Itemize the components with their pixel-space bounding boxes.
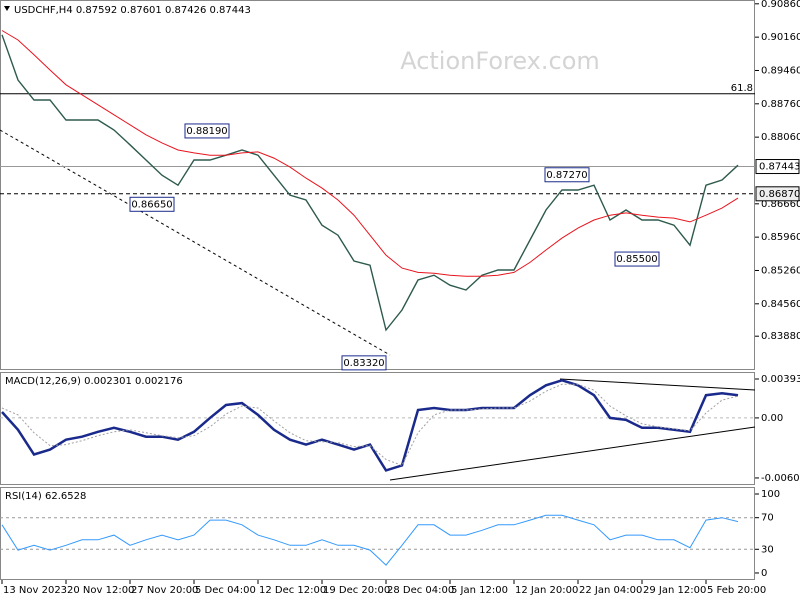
annotation-box — [544, 167, 590, 183]
y-tick-label: 100 — [761, 489, 780, 500]
annotation-box — [614, 251, 660, 267]
series-line — [1, 514, 739, 566]
reading: 0.002176 — [135, 376, 183, 387]
x-tick-label: 20 Nov 12:00 — [67, 585, 134, 596]
series-line — [1, 30, 739, 277]
trend-line — [0, 129, 391, 356]
y-tick-label: 0.90860 — [761, 0, 800, 10]
indicator-name: RSI(14) — [5, 491, 42, 502]
macd-trend-line — [559, 378, 756, 391]
annotation-label: 0.83320 — [343, 358, 384, 369]
x-tick-label: 22 Jan 04:00 — [579, 585, 642, 596]
x-tick-label: 12 Dec 12:00 — [259, 585, 326, 596]
annotation-label: 0.86650 — [131, 199, 172, 210]
macd-trend-line — [389, 426, 756, 481]
y-tick-label: 30 — [761, 544, 774, 555]
annotation-box — [184, 123, 230, 139]
macd-panel — [0, 372, 755, 485]
y-tick-label: 0.00 — [761, 413, 783, 424]
price-tag — [755, 186, 800, 202]
x-tick-label: 29 Jan 12:00 — [643, 585, 706, 596]
y-tick-label: 0.89460 — [761, 65, 800, 76]
y-tick-label: 0.84560 — [761, 299, 800, 310]
price-tag — [755, 159, 800, 175]
x-tick-label: 13 Nov 2023 — [3, 585, 67, 596]
x-tick-label: 5 Jan 12:00 — [451, 585, 508, 596]
ohlc-value: 0.87426 — [165, 5, 206, 16]
annotation-label: 0.85500 — [616, 254, 657, 265]
indicator-name: MACD(12,26,9) — [5, 376, 81, 387]
y-tick-label: 0.90160 — [761, 32, 800, 43]
fib-label: 61.8 — [731, 83, 753, 94]
annotation-box — [341, 355, 387, 371]
chart-title: USDCHF,H4 0.87592 0.87601 0.87426 0.8744… — [14, 5, 251, 16]
y-tick-label: 0 — [761, 568, 767, 579]
annotation-label: 0.87270 — [546, 170, 587, 181]
ohlc-value: 0.87601 — [120, 5, 161, 16]
y-tick-label: 0.003933 — [761, 374, 800, 385]
ohlc-value: 0.87443 — [210, 5, 251, 16]
x-tick-label: 19 Dec 20:00 — [323, 585, 390, 596]
watermark: ActionForex.com — [400, 47, 600, 75]
x-tick-label: 27 Nov 20:00 — [131, 585, 198, 596]
x-tick-label: 28 Dec 04:00 — [387, 585, 454, 596]
price-panel — [0, 0, 755, 370]
price-tag-label: 0.87443 — [759, 162, 800, 173]
y-tick-label: 0.88760 — [761, 99, 800, 110]
reading: 62.6528 — [45, 491, 86, 502]
y-tick-label: 0.88060 — [761, 132, 800, 143]
ohlc-value: 0.87592 — [76, 5, 117, 16]
y-tick-label: 0.85960 — [761, 232, 800, 243]
macd-title: MACD(12,26,9) 0.002301 0.002176 — [5, 376, 183, 387]
rsi-title: RSI(14) 62.6528 — [5, 491, 86, 502]
y-tick-label: 0.85260 — [761, 265, 800, 276]
series-line — [1, 383, 739, 467]
series-line — [1, 34, 739, 332]
y-tick-label: 0.83880 — [761, 331, 800, 342]
symbol: USDCHF,H4 — [14, 5, 73, 16]
y-tick-label: 0.86660 — [761, 199, 800, 210]
series-line — [1, 378, 739, 472]
x-tick-label: 5 Feb 20:00 — [707, 585, 766, 596]
annotation-label: 0.88190 — [186, 126, 227, 137]
x-tick-label: 12 Jan 20:00 — [515, 585, 578, 596]
reading: 0.002301 — [84, 376, 132, 387]
rsi-panel — [0, 487, 755, 580]
y-tick-label: -0.006068 — [761, 473, 800, 484]
price-tag-label: 0.86870 — [759, 189, 800, 200]
x-tick-label: 5 Dec 04:00 — [195, 585, 256, 596]
y-tick-label: 70 — [761, 513, 774, 524]
annotation-box — [129, 196, 175, 212]
menu-arrow — [4, 6, 10, 11]
